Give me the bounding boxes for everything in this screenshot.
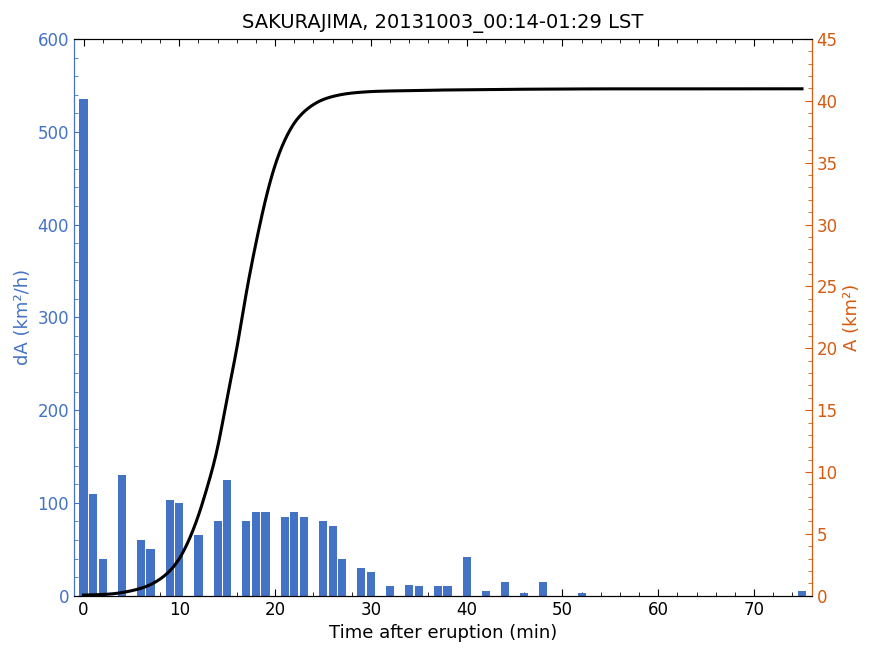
Bar [99, 558, 107, 596]
Bar [798, 591, 806, 596]
Bar [252, 512, 260, 596]
Bar [136, 540, 145, 596]
Bar [118, 475, 126, 596]
Bar [520, 593, 528, 596]
Bar [242, 522, 250, 596]
Y-axis label: A (km²): A (km²) [844, 284, 861, 351]
Bar [444, 586, 452, 596]
Bar [367, 573, 375, 596]
Bar [318, 522, 327, 596]
X-axis label: Time after eruption (min): Time after eruption (min) [329, 624, 556, 642]
Bar [290, 512, 298, 596]
Bar [434, 586, 442, 596]
Y-axis label: dA (km²/h): dA (km²/h) [14, 269, 31, 365]
Bar [165, 500, 174, 596]
Bar [223, 480, 231, 596]
Bar [539, 582, 548, 596]
Bar [89, 493, 97, 596]
Bar [300, 517, 308, 596]
Bar [578, 593, 585, 596]
Bar [281, 517, 289, 596]
Bar [262, 512, 270, 596]
Bar [357, 568, 366, 596]
Title: SAKURAJIMA, 20131003_00:14-01:29 LST: SAKURAJIMA, 20131003_00:14-01:29 LST [242, 14, 643, 33]
Bar [415, 586, 423, 596]
Bar [80, 99, 88, 596]
Bar [194, 535, 202, 596]
Bar [463, 557, 471, 596]
Bar [146, 549, 155, 596]
Bar [328, 526, 337, 596]
Bar [482, 591, 490, 596]
Bar [501, 582, 509, 596]
Bar [175, 503, 184, 596]
Bar [338, 558, 346, 596]
Bar [405, 584, 413, 596]
Bar [386, 586, 394, 596]
Bar [214, 522, 221, 596]
